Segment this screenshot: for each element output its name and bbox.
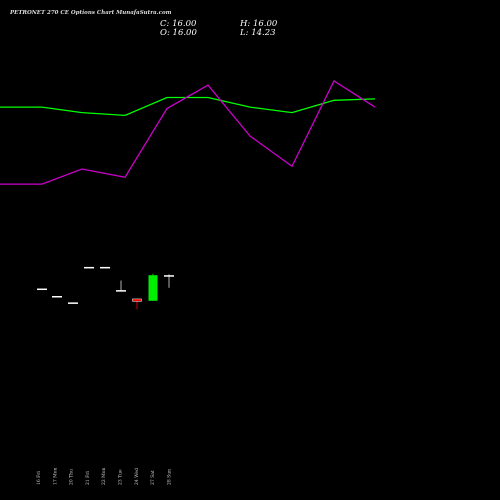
low-value: L: 14.23	[240, 28, 276, 38]
indicator-lines	[0, 80, 376, 185]
candle-body	[132, 298, 142, 302]
candle-body	[100, 266, 110, 269]
close-value: C: 16.00	[160, 19, 197, 29]
candle-body	[52, 296, 62, 298]
candle-body	[68, 302, 78, 304]
candle-body	[116, 290, 126, 292]
candle-body	[148, 275, 158, 301]
x-tick-label: 16 Fri	[36, 471, 42, 485]
x-tick-label: 22 Mon	[101, 468, 107, 485]
x-axis-labels: 16 Fri 17 Mon 20 Thu 21 Fri 22 Mon 23 Tue 24 W…	[36, 468, 172, 485]
x-tick-label: 27 Sat	[150, 470, 156, 485]
open-value: O: 16.00	[160, 28, 197, 38]
x-tick-label: 28 Sun	[166, 469, 172, 485]
x-tick-label: 20 Thu	[69, 469, 75, 485]
candle-body	[37, 288, 47, 291]
x-tick-label: 21 Fri	[85, 471, 91, 485]
x-tick-label: 24 Wed	[134, 468, 140, 485]
series-line-magenta	[0, 80, 376, 185]
candles	[37, 266, 174, 310]
candle-body	[164, 275, 174, 277]
high-value: H: 16.00	[240, 19, 278, 29]
x-tick-label: 17 Mon	[52, 468, 58, 485]
candle-body	[84, 266, 94, 269]
x-tick-label: 23 Tue	[118, 469, 124, 485]
chart-title: PETRONET 270 CE Options Chart MunafaSutr…	[10, 10, 172, 16]
